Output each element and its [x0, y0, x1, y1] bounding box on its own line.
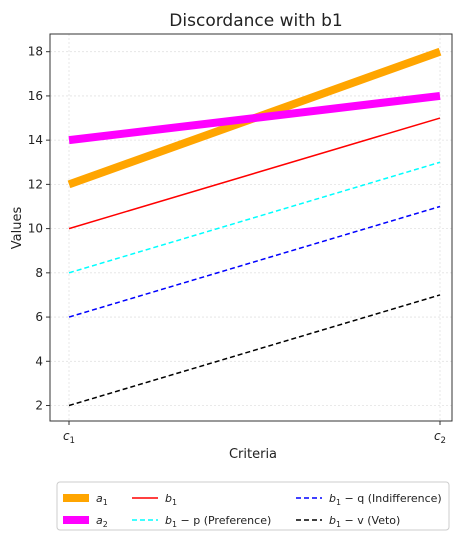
x-tick-label: c1: [63, 429, 75, 446]
x-axis-label: Criteria: [229, 447, 277, 462]
y-tick-label: 10: [28, 222, 43, 236]
y-tick-label: 16: [28, 89, 43, 103]
y-tick-label: 2: [35, 399, 43, 413]
series-line-b1_minus_q: [68, 205, 441, 318]
legend-label-b1: b1: [165, 492, 177, 507]
series-line-b1: [68, 117, 441, 230]
y-tick-label: 4: [35, 354, 43, 368]
series-line-a2: [68, 91, 441, 145]
legend-frame: [56, 481, 450, 531]
plot-area: 2 4 6 8 10 12 14 16 18 c1 c2: [28, 33, 453, 446]
legend-label-b1_minus_v: b1 − v (Veto): [329, 514, 400, 529]
series-line-b1_minus_v: [68, 294, 441, 407]
y-axis-ticks: 2 4 6 8 10 12 14 16 18: [28, 45, 50, 413]
x-axis-ticks: c1 c2: [63, 421, 446, 446]
legend-label-b1_minus_p: b1 − p (Preference): [165, 514, 271, 529]
plot-frame: [49, 33, 453, 422]
y-axis-label: Values: [10, 207, 25, 250]
y-tick-label: 18: [28, 45, 43, 59]
y-tick-label: 6: [35, 310, 43, 324]
grid: [50, 34, 452, 421]
legend: a1 a2 b1 b1 − p (Preference) b1 − q (Indiffe…: [56, 481, 450, 531]
legend-label-b1_minus_q: b1 − q (Indifference): [329, 492, 442, 507]
series-layer: [67, 47, 442, 407]
y-tick-label: 12: [28, 177, 43, 191]
series-line-b1_minus_p: [68, 161, 441, 274]
x-tick-label: c2: [434, 429, 446, 446]
y-tick-label: 14: [28, 133, 43, 147]
chart-title: Discordance with b1: [169, 11, 342, 31]
y-tick-label: 8: [35, 266, 43, 280]
legend-label-a2: a2: [96, 514, 108, 529]
legend-label-a1: a1: [96, 492, 108, 507]
